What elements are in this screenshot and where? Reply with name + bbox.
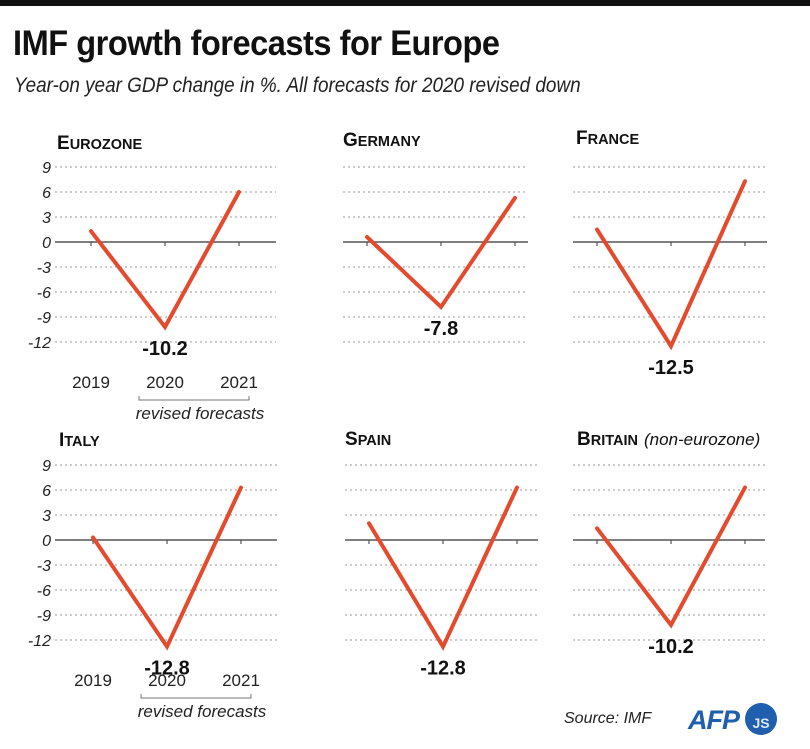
forecast-bracket	[138, 396, 250, 401]
panel-title: BRITAIN (non-eurozone)	[577, 429, 760, 450]
panel-title-initial: S	[345, 429, 358, 450]
panel-title-rest: TALY	[64, 434, 100, 450]
trough-value-label: -12.8	[420, 658, 466, 680]
forecast-bracket	[140, 694, 252, 699]
x-tick-label: 2020	[148, 671, 186, 690]
series-line	[91, 485, 243, 651]
panel-title-initial: G	[343, 130, 358, 151]
series-line	[595, 179, 747, 351]
y-tick-label: 6	[42, 483, 51, 500]
panel-title-initial: B	[577, 429, 591, 450]
chart-panel-britain: BRITAIN (non-eurozone) -10.2	[573, 429, 765, 658]
trough-value-label: -10.2	[648, 636, 694, 658]
panel-title: FRANCE	[576, 128, 639, 149]
y-tick-label: 3	[42, 210, 51, 227]
y-tick-label: -9	[37, 310, 51, 327]
top-rule	[0, 0, 810, 6]
y-tick-label: -3	[37, 558, 51, 575]
series-line	[89, 190, 241, 331]
panel-title: EUROZONE	[57, 133, 143, 154]
panel-title-rest: UROZONE	[70, 137, 143, 153]
y-tick-label: -9	[37, 608, 51, 625]
panel-title: GERMANY	[343, 130, 421, 151]
revised-forecasts-label: revised forecasts	[136, 404, 265, 423]
x-tick-label: 2019	[72, 373, 110, 392]
panel-title-rest: ERMANY	[358, 134, 421, 150]
afp-logo-badge: JS	[745, 703, 777, 735]
panel-title-rest: RANCE	[588, 132, 640, 148]
y-tick-label: 9	[42, 458, 51, 475]
y-tick-label: -12	[28, 633, 51, 650]
chart-panel-spain: SPAIN -12.8	[345, 429, 538, 680]
y-tick-label: 9	[42, 160, 51, 177]
trough-value-label: -12.5	[648, 357, 694, 379]
chart-panel-germany: GERMANY -7.8	[343, 130, 528, 343]
x-tick-label: 2019	[74, 671, 112, 690]
y-tick-label: 6	[42, 185, 51, 202]
chart-panel-eurozone: EUROZONE 9 6 3 0 -3 -6 -9 -12 2019 2020 2021 revised…	[28, 133, 276, 423]
x-tick-label: 2020	[146, 373, 184, 392]
y-tick-label: -6	[37, 583, 51, 600]
panel-title: ITALY	[59, 430, 100, 451]
y-tick-label: 0	[42, 235, 51, 252]
panel-title-initial: I	[59, 430, 64, 451]
afp-logo: AFP JS	[688, 703, 778, 737]
afp-logo-text: AFP	[688, 705, 740, 735]
chart-panel-italy: ITALY 9 6 3 0 -3 -6 -9 -12 2019 2020 2021 revised fo…	[28, 430, 277, 721]
source-note: Source: IMF	[564, 710, 652, 727]
trough-value-label: -12.8	[144, 658, 190, 680]
trough-value-label: -10.2	[142, 338, 188, 360]
revised-forecasts-label: revised forecasts	[138, 702, 267, 721]
chart-panel-france: FRANCE -12.5	[573, 128, 767, 379]
series-line	[367, 485, 519, 651]
panel-title-rest: PAIN	[358, 433, 392, 449]
x-tick-label: 2021	[220, 373, 258, 392]
panel-title-initial: F	[576, 128, 588, 149]
x-tick-label: 2021	[222, 671, 260, 690]
series-line	[595, 485, 747, 629]
y-tick-label: 3	[42, 508, 51, 525]
page-subtitle: Year-on year GDP change in %. All foreca…	[14, 74, 581, 97]
y-tick-label: -12	[28, 335, 51, 352]
panel-title-rest: RITAIN	[591, 433, 638, 449]
y-tick-label: -6	[37, 285, 51, 302]
y-tick-label: 0	[42, 533, 51, 550]
panel-title: SPAIN	[345, 429, 391, 450]
y-tick-label: -3	[37, 260, 51, 277]
page-title: IMF growth forecasts for Europe	[13, 24, 500, 63]
trough-value-label: -7.8	[424, 318, 458, 340]
panel-title-initial: E	[57, 133, 70, 154]
series-line	[365, 195, 517, 311]
panel-title-note: (non-eurozone)	[644, 430, 760, 449]
